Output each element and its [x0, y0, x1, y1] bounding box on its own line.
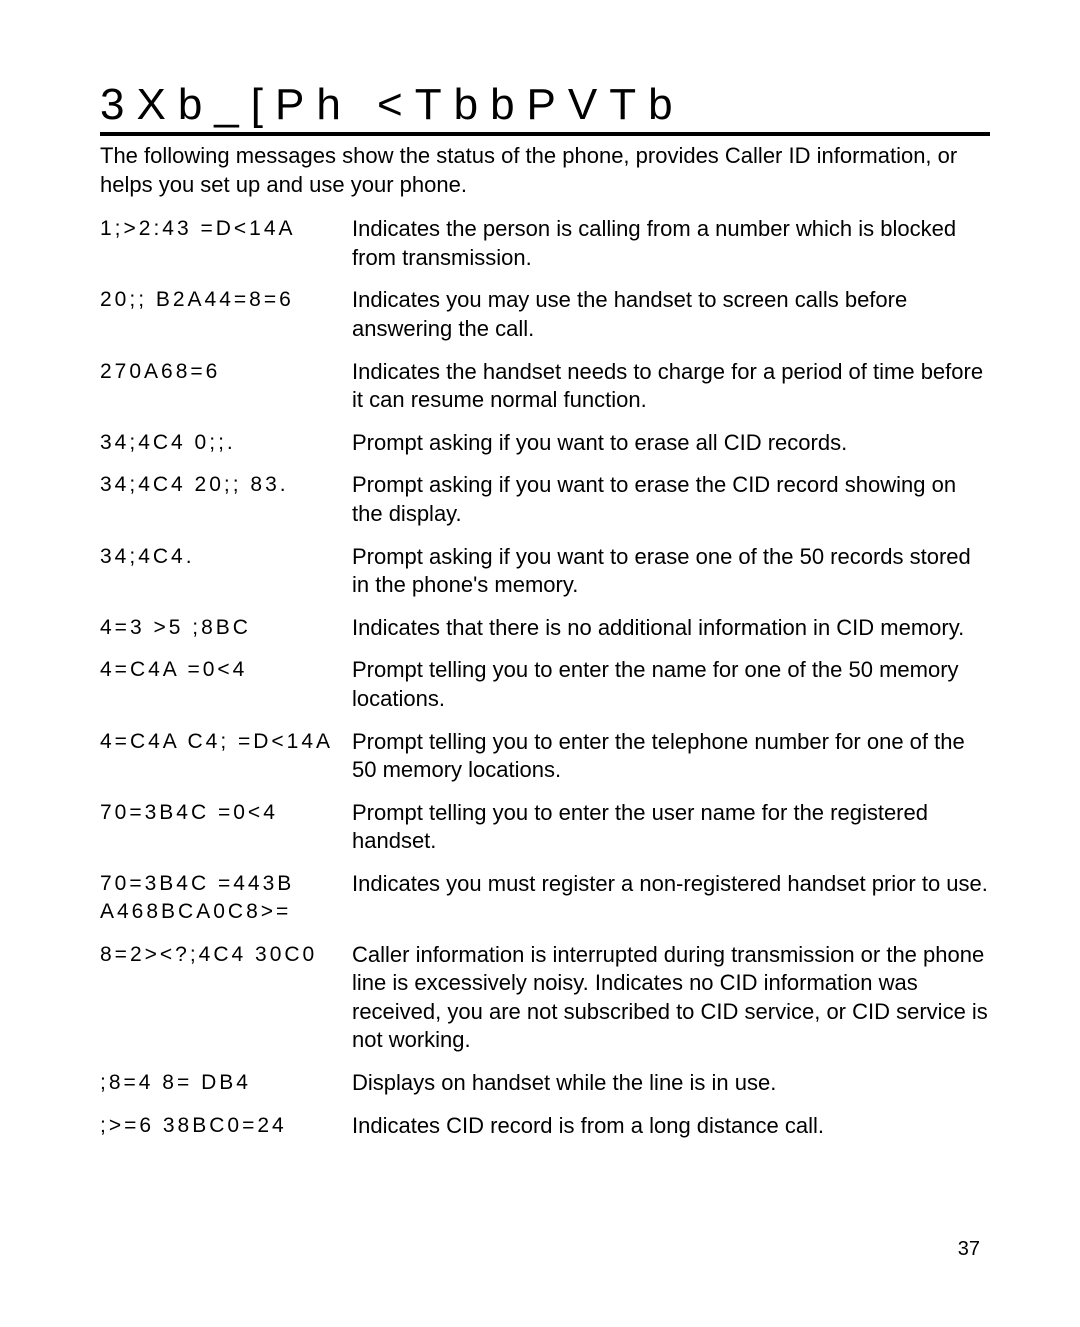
message-description: Indicates CID record is from a long dist…	[352, 1112, 990, 1141]
table-row: 4=C4A C4; =D<14APrompt telling you to en…	[100, 728, 990, 785]
message-code: 70=3B4C =0<4	[100, 799, 352, 827]
table-row: 70=3B4C =0<4Prompt telling you to enter …	[100, 799, 990, 856]
message-description: Indicates that there is no additional in…	[352, 614, 990, 643]
message-description: Indicates the handset needs to charge fo…	[352, 358, 990, 415]
table-row: 4=3 >5 ;8BCIndicates that there is no ad…	[100, 614, 990, 643]
table-row: 20;; B2A44=8=6Indicates you may use the …	[100, 286, 990, 343]
table-row: ;>=6 38BC0=24Indicates CID record is fro…	[100, 1112, 990, 1141]
message-code: 4=C4A C4; =D<14A	[100, 728, 352, 756]
table-row: ;8=4 8= DB4Displays on handset while the…	[100, 1069, 990, 1098]
page-title: 3Xb_[Ph <TbbPVTb	[100, 80, 990, 136]
message-code: 4=3 >5 ;8BC	[100, 614, 352, 642]
message-description: Indicates you must register a non-regist…	[352, 870, 990, 899]
table-row: 4=C4A =0<4Prompt telling you to enter th…	[100, 656, 990, 713]
message-description: Indicates the person is calling from a n…	[352, 215, 990, 272]
message-code: ;8=4 8= DB4	[100, 1069, 352, 1097]
message-code: 34;4C4.	[100, 543, 352, 571]
intro-paragraph: The following messages show the status o…	[100, 142, 990, 199]
page-number: 37	[958, 1238, 980, 1261]
table-row: 70=3B4C =443B A468BCA0C8>=Indicates you …	[100, 870, 990, 927]
table-row: 1;>2:43 =D<14AIndicates the person is ca…	[100, 215, 990, 272]
message-code: 70=3B4C =443B A468BCA0C8>=	[100, 870, 352, 927]
message-code: 34;4C4 0;;.	[100, 429, 352, 457]
table-row: 34;4C4 0;;.Prompt asking if you want to …	[100, 429, 990, 458]
table-row: 34;4C4.Prompt asking if you want to eras…	[100, 543, 990, 600]
table-row: 8=2><?;4C4 30C0Caller information is int…	[100, 941, 990, 1055]
message-code: 34;4C4 20;; 83.	[100, 471, 352, 499]
message-code: 270A68=6	[100, 358, 352, 386]
message-description: Displays on handset while the line is in…	[352, 1069, 990, 1098]
message-description: Prompt telling you to enter the telephon…	[352, 728, 990, 785]
message-description: Caller information is interrupted during…	[352, 941, 990, 1055]
message-description: Prompt telling you to enter the user nam…	[352, 799, 990, 856]
table-row: 270A68=6Indicates the handset needs to c…	[100, 358, 990, 415]
message-description: Prompt asking if you want to erase all C…	[352, 429, 990, 458]
message-description: Prompt asking if you want to erase one o…	[352, 543, 990, 600]
table-row: 34;4C4 20;; 83.Prompt asking if you want…	[100, 471, 990, 528]
message-code: 4=C4A =0<4	[100, 656, 352, 684]
message-code: ;>=6 38BC0=24	[100, 1112, 352, 1140]
message-code: 20;; B2A44=8=6	[100, 286, 352, 314]
message-description: Prompt telling you to enter the name for…	[352, 656, 990, 713]
message-code: 1;>2:43 =D<14A	[100, 215, 352, 243]
message-code: 8=2><?;4C4 30C0	[100, 941, 352, 969]
message-table: 1;>2:43 =D<14AIndicates the person is ca…	[100, 215, 990, 1140]
message-description: Indicates you may use the handset to scr…	[352, 286, 990, 343]
message-description: Prompt asking if you want to erase the C…	[352, 471, 990, 528]
